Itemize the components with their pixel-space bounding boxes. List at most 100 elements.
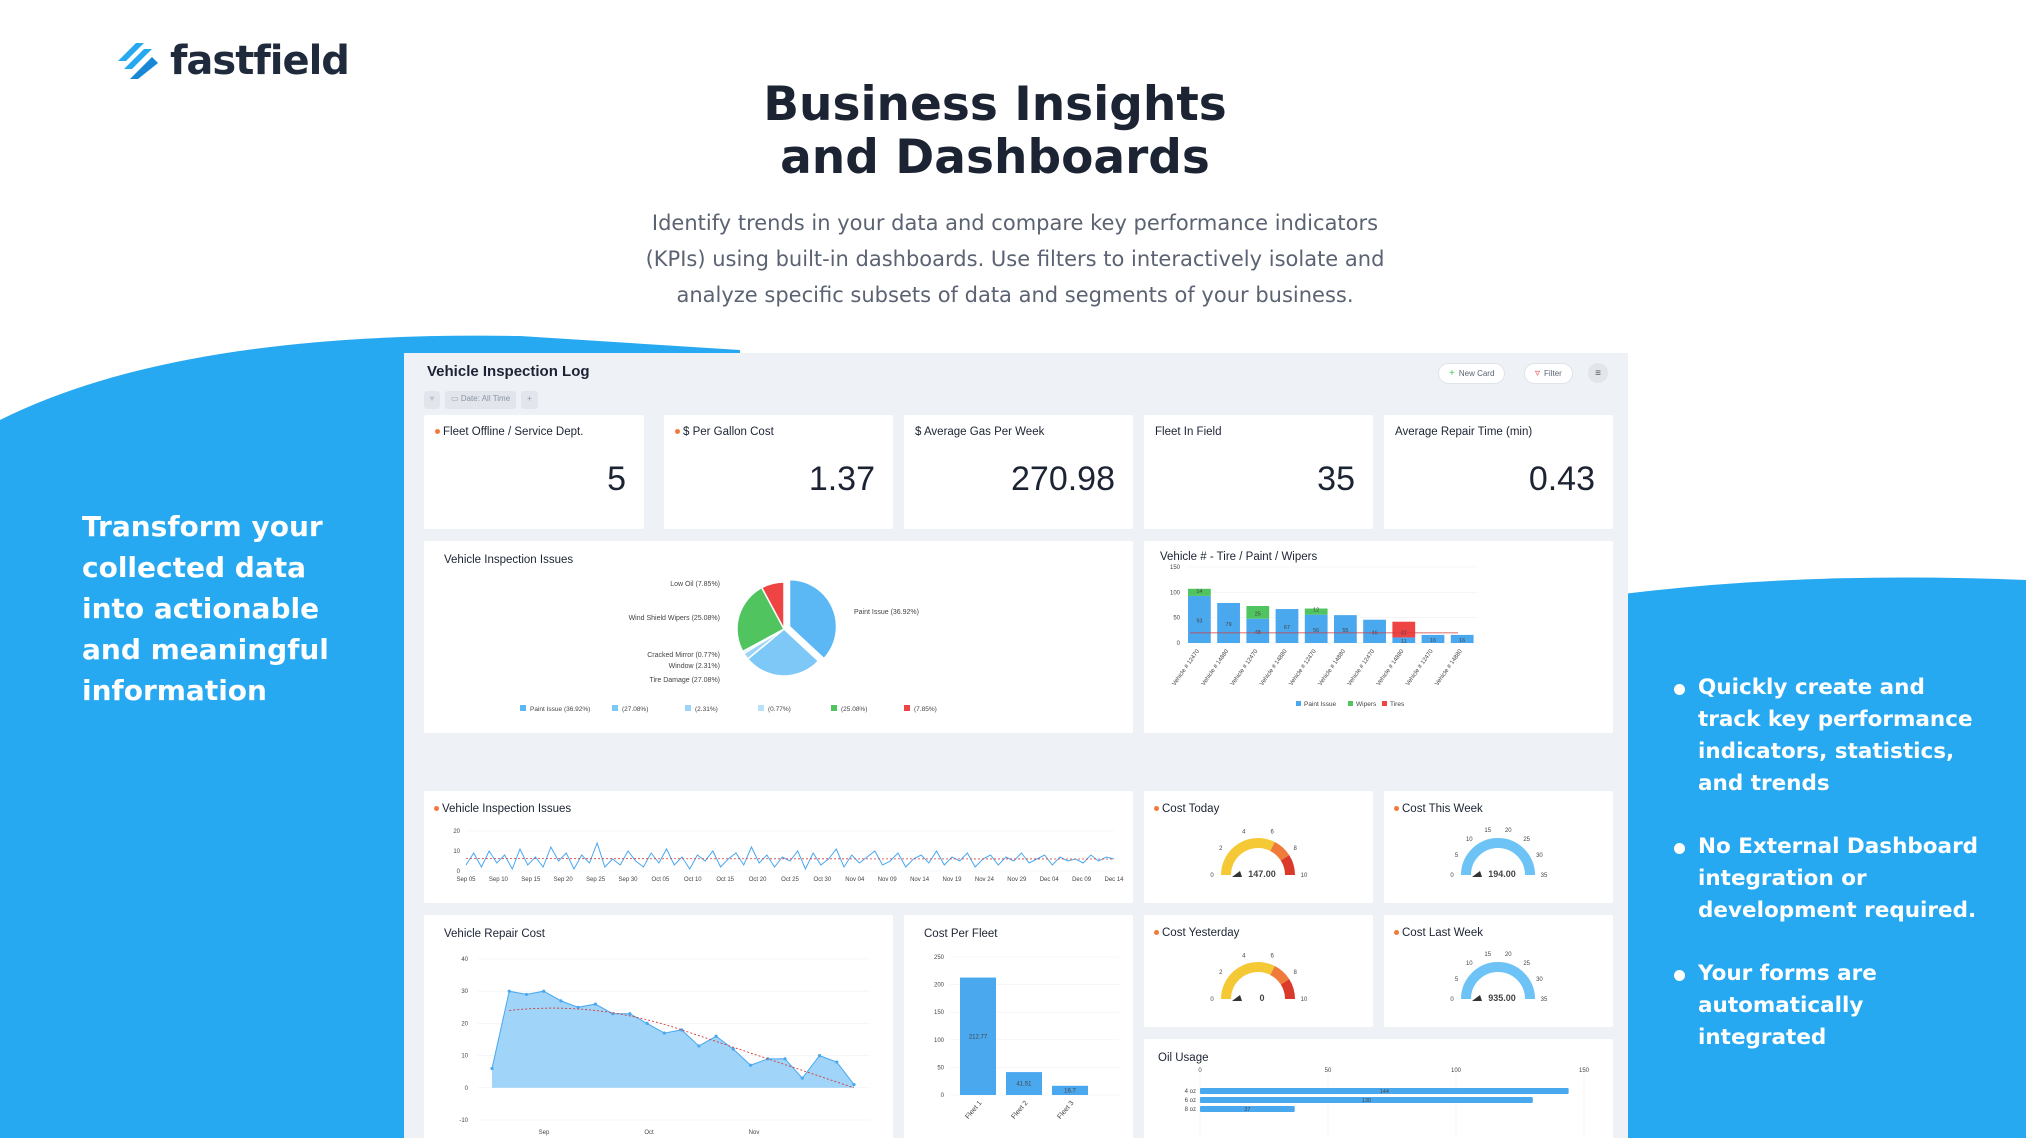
stacked-bar-chart-card[interactable]: Vehicle # - Tire / Paint / Wipers 0 50 100… bbox=[1144, 541, 1613, 733]
funnel-icon[interactable]: ▿ bbox=[424, 391, 441, 409]
kpi-value: 270.98 bbox=[1011, 460, 1115, 498]
x-tick-label: 150 bbox=[1579, 1068, 1590, 1074]
feature-item: Your forms are automatically integrated bbox=[1672, 958, 1992, 1054]
status-dot bbox=[675, 429, 680, 435]
pie-label: Tire Damage (27.08%) bbox=[649, 677, 720, 684]
kpi-value: 35 bbox=[1317, 460, 1355, 498]
x-tick-label: Vehicle # 14880 bbox=[1201, 648, 1231, 687]
calendar-icon: ▭ bbox=[451, 394, 459, 403]
x-tick-label: Oct bbox=[644, 1130, 654, 1136]
gauge-tick-label: 5 bbox=[1455, 853, 1459, 859]
stripes-logo-icon bbox=[118, 43, 158, 79]
data-point bbox=[542, 989, 546, 993]
bar bbox=[1200, 1097, 1533, 1103]
gauge-value: 147.00 bbox=[1248, 869, 1276, 879]
gauge-value: 0 bbox=[1259, 993, 1264, 1003]
data-point bbox=[559, 999, 563, 1003]
gauge-card[interactable]: Cost This Week 0 5 10 15 20 25 30 35 194.00 bbox=[1384, 791, 1613, 903]
bar-stack-label: 12 bbox=[1313, 608, 1319, 614]
y-tick-label: 0 bbox=[941, 1093, 945, 1099]
line-chart-card[interactable]: Vehicle Inspection Issues 0 10 20 Sep 05 Sep… bbox=[424, 791, 1133, 903]
bar-value-label: 16.7 bbox=[1064, 1088, 1076, 1094]
chart-title: Vehicle Repair Cost bbox=[444, 928, 545, 940]
y-tick-label: 8 oz bbox=[1185, 1107, 1196, 1113]
brand-logo[interactable]: fastfield bbox=[116, 38, 350, 84]
y-tick-label: 50 bbox=[1173, 616, 1180, 622]
bar bbox=[960, 977, 996, 1095]
gauge-tick-label: 10 bbox=[1301, 997, 1308, 1003]
data-point bbox=[714, 1034, 718, 1038]
funnel-icon: ▿ bbox=[1535, 368, 1541, 379]
stacked-bar-segment bbox=[1188, 588, 1211, 596]
kpi-card[interactable]: Fleet In Field 35 bbox=[1144, 415, 1373, 529]
y-tick-label: 30 bbox=[461, 989, 468, 995]
y-tick-label: 150 bbox=[1170, 565, 1181, 571]
data-point bbox=[800, 1076, 804, 1080]
bar-value-label: 37 bbox=[1244, 1107, 1250, 1113]
gauge-needle bbox=[1232, 995, 1242, 1001]
gauge-tick-label: 2 bbox=[1219, 846, 1223, 852]
gauge-label: Cost Last Week bbox=[1402, 927, 1483, 939]
new-card-button[interactable]: + New Card bbox=[1438, 363, 1506, 384]
bar-value-label: 41.51 bbox=[1016, 1082, 1032, 1088]
legend-label: (7.85%) bbox=[914, 706, 937, 713]
bar bbox=[1006, 1072, 1042, 1095]
kpi-card[interactable]: $ Per Gallon Cost 1.37 bbox=[664, 415, 893, 529]
area-chart-card[interactable]: Vehicle Repair Cost -10 0 10 20 30 40 Sep Oct No… bbox=[424, 915, 893, 1138]
date-filter-chip[interactable]: ▭ Date: All Time bbox=[445, 391, 517, 409]
gauge-tick-label: 10 bbox=[1301, 873, 1308, 879]
kpi-card[interactable]: Fleet Offline / Service Dept. 5 bbox=[424, 415, 644, 529]
data-point bbox=[576, 1005, 580, 1009]
legend-label: (25.08%) bbox=[841, 706, 867, 713]
y-tick-label: 50 bbox=[937, 1065, 944, 1071]
line-chart: 0 10 20 Sep 05 Sep 10 Sep 15 Sep 20 Sep 25 Sep 3… bbox=[453, 829, 1124, 883]
bar-value-label: 16 bbox=[1430, 638, 1436, 644]
filter-button[interactable]: ▿ Filter bbox=[1524, 363, 1573, 384]
legend-swatch bbox=[758, 705, 764, 711]
legend-label: (0.77%) bbox=[768, 706, 791, 713]
add-filter-icon[interactable]: + bbox=[521, 391, 538, 409]
gauge-tick-label: 5 bbox=[1455, 977, 1459, 983]
menu-icon[interactable]: ≡ bbox=[1588, 363, 1608, 383]
data-point bbox=[662, 1031, 666, 1035]
pie-chart-card[interactable]: Vehicle Inspection Issues Paint Issue (3… bbox=[424, 541, 1133, 733]
series-line bbox=[465, 841, 1115, 871]
data-point bbox=[593, 1002, 598, 1006]
kpi-card[interactable]: $ Average Gas Per Week 270.98 bbox=[904, 415, 1133, 529]
gauge-card[interactable]: Cost Yesterday 0 2 4 6 8 10 0 bbox=[1144, 915, 1373, 1027]
x-tick-label: Vehicle # 12470 bbox=[1347, 648, 1377, 687]
gauge-label: Cost Yesterday bbox=[1162, 927, 1240, 939]
pie-label: Window (2.31%) bbox=[669, 663, 720, 670]
pie-slice bbox=[746, 628, 820, 677]
x-tick-label: Dec 09 bbox=[1072, 877, 1092, 883]
bar-value-label: 55 bbox=[1342, 628, 1348, 634]
x-tick-label: 0 bbox=[1198, 1068, 1202, 1074]
data-point bbox=[524, 992, 529, 997]
gauge-card[interactable]: Cost Last Week 0 5 10 15 20 25 30 35 935.00 bbox=[1384, 915, 1613, 1027]
legend-label: (2.31%) bbox=[695, 706, 718, 713]
legend-swatch bbox=[685, 705, 691, 711]
y-tick-label: -10 bbox=[459, 1118, 468, 1124]
kpi-label: Fleet In Field bbox=[1155, 426, 1222, 438]
x-tick-label: Oct 25 bbox=[781, 877, 799, 883]
y-tick-label: 100 bbox=[1170, 590, 1181, 596]
x-tick-label: Nov 09 bbox=[878, 877, 898, 883]
gauge-value: 194.00 bbox=[1488, 869, 1516, 879]
gauge-tick-label: 10 bbox=[1466, 961, 1473, 967]
area-chart: -10 0 10 20 30 40 Sep Oct Nov bbox=[459, 957, 870, 1136]
data-point bbox=[507, 989, 511, 993]
x-tick-label: Oct 30 bbox=[814, 877, 832, 883]
chart-title: Oil Usage bbox=[1158, 1052, 1209, 1064]
gauge-card[interactable]: Cost Today 0 2 4 6 8 10 147.00 bbox=[1144, 791, 1373, 903]
x-tick-label: Vehicle # 14880 bbox=[1434, 648, 1464, 687]
bar-value-label: 46 bbox=[1372, 630, 1378, 636]
title-line-2: and Dashboards bbox=[780, 130, 1210, 185]
plus-icon: + bbox=[1449, 368, 1455, 379]
gauge-arc bbox=[1280, 855, 1295, 876]
kpi-card[interactable]: Average Repair Time (min) 0.43 bbox=[1384, 415, 1613, 529]
feature-list: Quickly create and track key performance… bbox=[1672, 672, 1992, 1085]
fleet-cost-chart-card[interactable]: Cost Per Fleet 0 50 100 150 200 250 212.77 Flee… bbox=[904, 915, 1133, 1138]
oil-usage-chart-card[interactable]: Oil Usage 0 50 100 150 4 oz 144 6 oz 130 8 oz 37 bbox=[1144, 1039, 1613, 1138]
gauge-arc bbox=[1461, 838, 1535, 876]
bar-value-label: 130 bbox=[1362, 1098, 1371, 1104]
